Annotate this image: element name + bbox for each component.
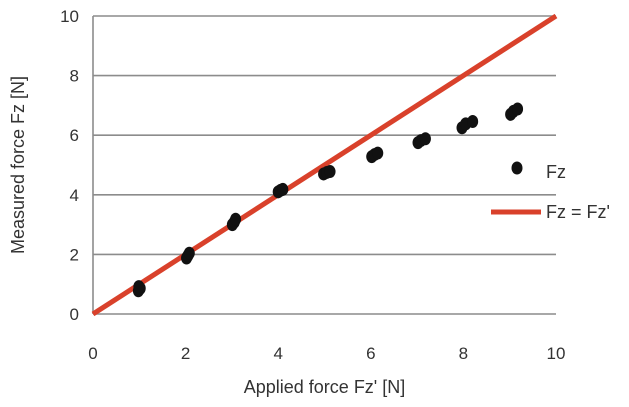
data-point-fz xyxy=(372,146,384,160)
series xyxy=(91,13,558,317)
x-tick-label-0: 0 xyxy=(88,344,97,363)
y-tick-label-8: 8 xyxy=(70,67,79,86)
x-tick-label-8: 8 xyxy=(459,344,468,363)
data-point-fz xyxy=(277,182,289,196)
data-point-fz xyxy=(183,246,195,260)
x-tick-label-2: 2 xyxy=(181,344,190,363)
y-tick-label-6: 6 xyxy=(70,126,79,145)
x-tick-label-4: 4 xyxy=(273,344,282,363)
data-point-fz xyxy=(512,102,524,116)
x-tick-label-6: 6 xyxy=(366,344,375,363)
y-tick-label-4: 4 xyxy=(70,186,79,205)
tick-labels: 0 2 4 6 8 10 0 2 4 6 8 10 xyxy=(60,7,565,363)
legend-marker-fz xyxy=(511,161,523,175)
legend-label-fz: Fz xyxy=(546,162,566,182)
data-point-fz xyxy=(133,280,145,294)
series-line-identity xyxy=(91,13,558,317)
y-tick-label-10: 10 xyxy=(60,7,79,26)
x-axis-title: Applied force Fz' [N] xyxy=(244,377,406,397)
legend: Fz Fz = Fz' xyxy=(491,161,610,222)
gridlines xyxy=(93,15,556,256)
data-point-fz xyxy=(467,114,479,128)
x-tick-label-10: 10 xyxy=(547,344,566,363)
y-tick-label-0: 0 xyxy=(70,305,79,324)
y-axis-title: Measured force Fz [N] xyxy=(8,76,28,254)
legend-label-identity: Fz = Fz' xyxy=(546,202,610,222)
y-tick-label-2: 2 xyxy=(70,245,79,264)
data-point-fz xyxy=(324,165,336,179)
data-point-fz xyxy=(230,212,242,226)
data-point-fz xyxy=(419,132,431,146)
